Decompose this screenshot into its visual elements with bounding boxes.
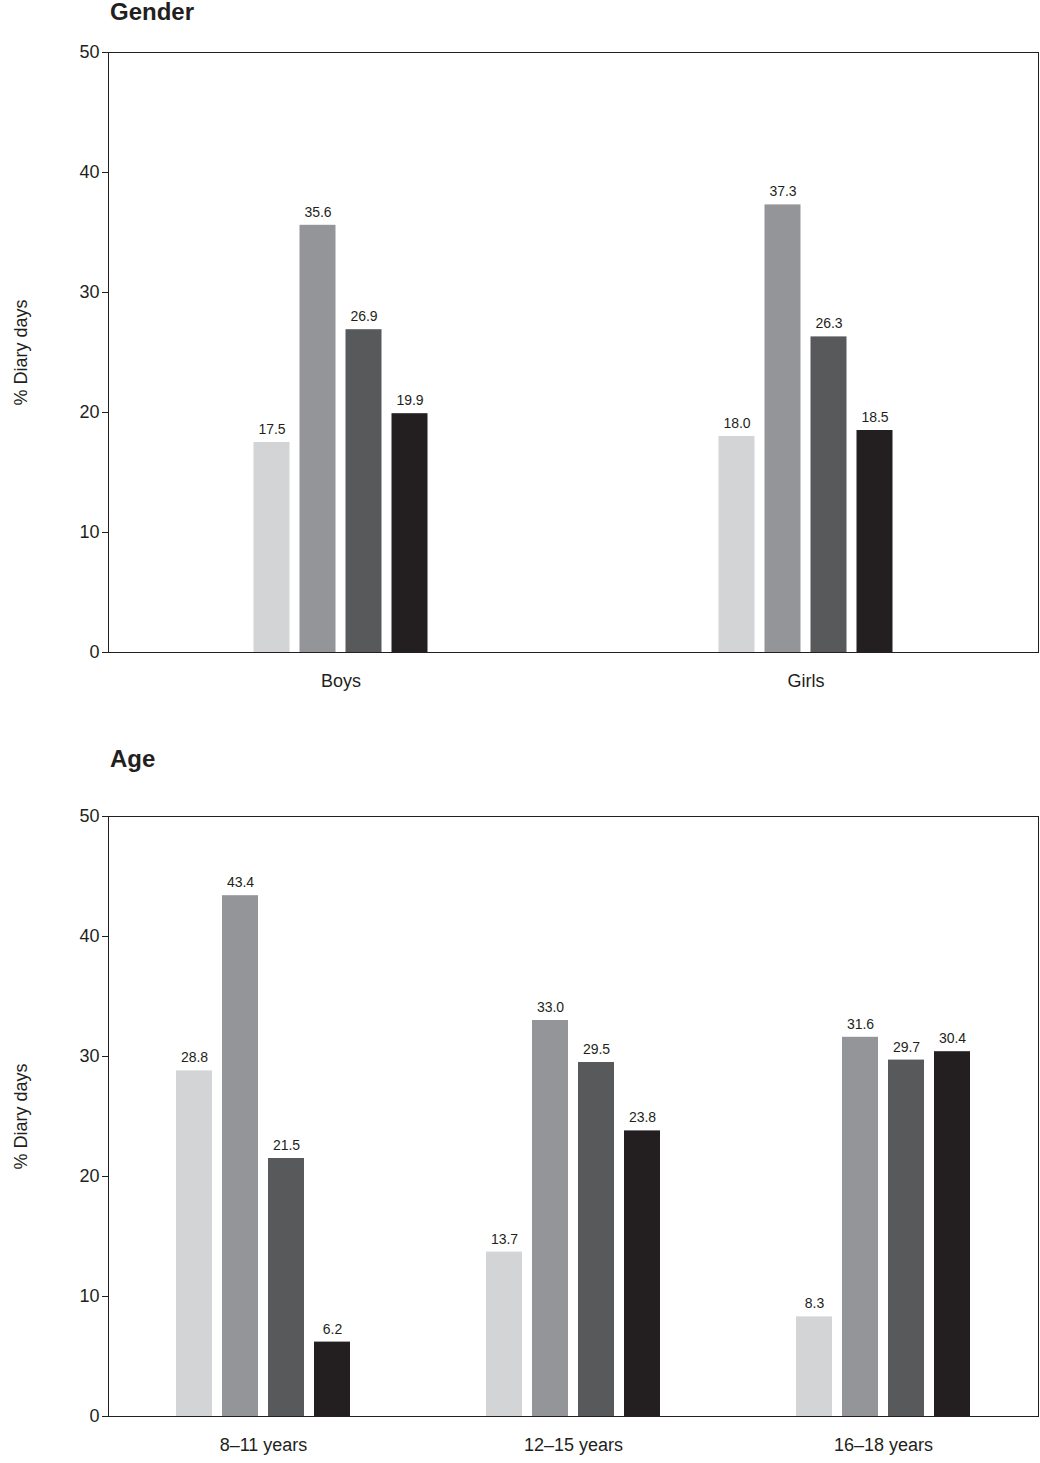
svg-text:% Diary days: % Diary days xyxy=(11,1063,31,1169)
svg-text:Girls: Girls xyxy=(788,671,825,691)
svg-text:17.5: 17.5 xyxy=(258,421,285,437)
svg-text:8–11 years: 8–11 years xyxy=(220,1435,308,1455)
svg-text:33.0: 33.0 xyxy=(537,999,564,1015)
svg-text:26.9: 26.9 xyxy=(350,308,377,324)
svg-text:40: 40 xyxy=(79,926,99,946)
svg-text:6.2: 6.2 xyxy=(323,1321,343,1337)
svg-text:18.5: 18.5 xyxy=(861,409,888,425)
svg-text:30: 30 xyxy=(79,1046,99,1066)
svg-text:19.9: 19.9 xyxy=(396,392,423,408)
svg-text:12–15 years: 12–15 years xyxy=(524,1435,623,1455)
svg-text:10: 10 xyxy=(79,522,99,542)
svg-text:18.0: 18.0 xyxy=(723,415,750,431)
svg-text:43.4: 43.4 xyxy=(227,874,254,890)
svg-text:31.6: 31.6 xyxy=(847,1016,874,1032)
svg-text:13.7: 13.7 xyxy=(491,1231,518,1247)
svg-text:0: 0 xyxy=(89,1406,99,1426)
svg-text:20: 20 xyxy=(79,402,99,422)
svg-text:10: 10 xyxy=(79,1286,99,1306)
svg-text:30.4: 30.4 xyxy=(939,1030,966,1046)
svg-text:30: 30 xyxy=(79,282,99,302)
svg-text:29.5: 29.5 xyxy=(583,1041,610,1057)
svg-text:21.5: 21.5 xyxy=(273,1137,300,1153)
svg-text:28.8: 28.8 xyxy=(181,1049,208,1065)
svg-text:26.3: 26.3 xyxy=(815,315,842,331)
html-text:Age: Age xyxy=(110,745,156,772)
svg-text:35.6: 35.6 xyxy=(304,204,331,220)
svg-text:% Diary days: % Diary days xyxy=(11,299,31,405)
svg-text:50: 50 xyxy=(79,806,99,826)
svg-text:50: 50 xyxy=(79,42,99,62)
svg-text:0: 0 xyxy=(89,642,99,662)
svg-text:Boys: Boys xyxy=(321,671,361,691)
svg-text:37.3: 37.3 xyxy=(769,183,796,199)
svg-text:29.7: 29.7 xyxy=(893,1039,920,1055)
svg-text:16–18 years: 16–18 years xyxy=(834,1435,933,1455)
svg-text:8.3: 8.3 xyxy=(805,1295,825,1311)
svg-text:23.8: 23.8 xyxy=(629,1109,656,1125)
svg-text:20: 20 xyxy=(79,1166,99,1186)
svg-text:40: 40 xyxy=(79,162,99,182)
